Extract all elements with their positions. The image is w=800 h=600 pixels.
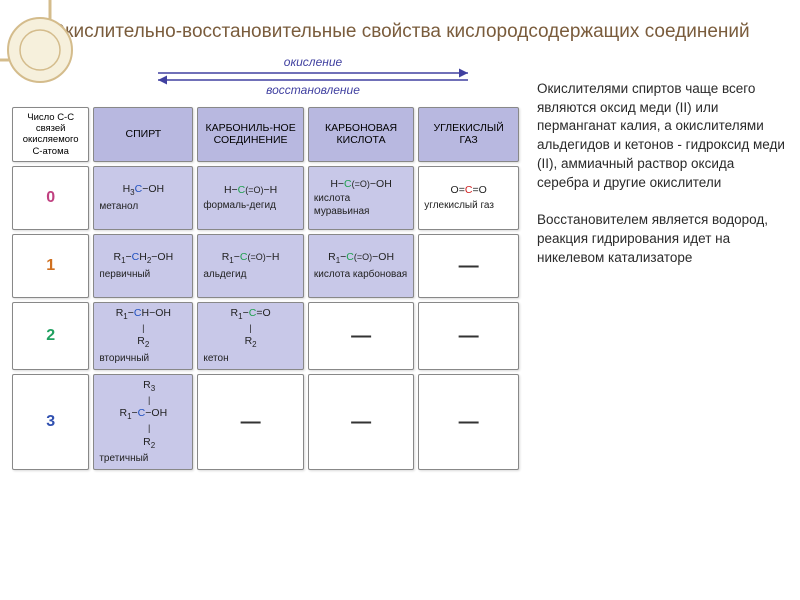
compound-cell: R1−C(=O)−Hальдегид bbox=[197, 234, 304, 298]
header-alcohol: СПИРТ bbox=[93, 107, 193, 163]
table-header-row: Число С-С связей окисляемого С-атома СПИ… bbox=[12, 107, 519, 163]
chemistry-table: Число С-С связей окисляемого С-атома СПИ… bbox=[8, 103, 523, 474]
compound-cell: H−C(=O)−OHкислота муравьиная bbox=[308, 166, 414, 230]
compound-cell: H−C(=O)−Hформаль-дегид bbox=[197, 166, 304, 230]
row-number-cell: 0 bbox=[12, 166, 89, 230]
table-row: 3 R3 |R1−C−OH | R2третичный——— bbox=[12, 374, 519, 470]
oxidation-arrows: окисление восстановление bbox=[103, 55, 523, 97]
header-carbonyl: КАРБОНИЛЬ-НОЕ СОЕДИНЕНИЕ bbox=[197, 107, 304, 163]
page-title: Окислительно-восстановительные свойства … bbox=[0, 0, 800, 55]
table-row: 1R1−CH2−OHпервичныйR1−C(=O)−HальдегидR1−… bbox=[12, 234, 519, 298]
header-bonds: Число С-С связей окисляемого С-атома bbox=[12, 107, 89, 163]
paragraph-reducers: Восстановителем является водород, реакци… bbox=[537, 211, 788, 268]
compound-cell: H3C−OHметанол bbox=[93, 166, 193, 230]
table-row: 2R1−CH−OH|R2вторичныйR1−C=O|R2кетон—— bbox=[12, 302, 519, 370]
compound-cell: — bbox=[197, 374, 304, 470]
table-row: 0H3C−OHметанолH−C(=O)−Hформаль-дегидH−C(… bbox=[12, 166, 519, 230]
compound-cell: — bbox=[418, 374, 519, 470]
row-number-cell: 2 bbox=[12, 302, 89, 370]
compound-cell: R3 |R1−C−OH | R2третичный bbox=[93, 374, 193, 470]
compound-cell: — bbox=[418, 234, 519, 298]
row-number-cell: 3 bbox=[12, 374, 89, 470]
side-text: Окислителями спиртов чаще всего являются… bbox=[523, 55, 792, 474]
header-acid: КАРБОНОВАЯ КИСЛОТА bbox=[308, 107, 414, 163]
compound-cell: R1−C(=O)−OHкислота карбоновая bbox=[308, 234, 414, 298]
header-co2: УГЛЕКИСЛЫЙ ГАЗ bbox=[418, 107, 519, 163]
reduction-label: восстановление bbox=[103, 83, 523, 97]
row-number-cell: 1 bbox=[12, 234, 89, 298]
compound-cell: O=C=Oуглекислый газ bbox=[418, 166, 519, 230]
compound-cell: — bbox=[308, 302, 414, 370]
compound-cell: — bbox=[308, 374, 414, 470]
compound-cell: R1−CH2−OHпервичный bbox=[93, 234, 193, 298]
table-area: окисление восстановление bbox=[8, 55, 523, 474]
compound-cell: R1−C=O|R2кетон bbox=[197, 302, 304, 370]
compound-cell: R1−CH−OH|R2вторичный bbox=[93, 302, 193, 370]
content-wrapper: окисление восстановление bbox=[0, 55, 800, 474]
paragraph-oxidizers: Окислителями спиртов чаще всего являются… bbox=[537, 80, 788, 193]
compound-cell: — bbox=[418, 302, 519, 370]
table-body: 0H3C−OHметанолH−C(=O)−Hформаль-дегидH−C(… bbox=[12, 166, 519, 470]
